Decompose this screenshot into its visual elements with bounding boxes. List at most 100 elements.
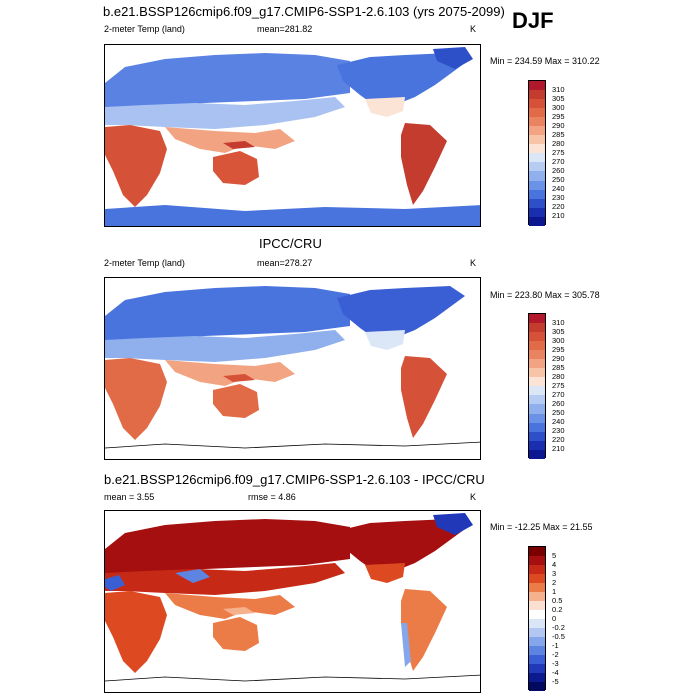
panel1-north-america bbox=[337, 53, 465, 107]
panel1-colorbar-tick: 290 bbox=[552, 120, 565, 130]
figure-title: b.e21.BSSP126cmip6.f09_g17.CMIP6-SSP1-2.… bbox=[103, 4, 505, 19]
panel2-colorbar-seg bbox=[529, 350, 545, 360]
panel1-colorbar-seg bbox=[529, 90, 545, 100]
panel2-colorbar-seg bbox=[529, 395, 545, 405]
panel1-map bbox=[104, 44, 481, 227]
panel2-indonesia bbox=[223, 374, 255, 382]
panel1-unit: K bbox=[470, 24, 477, 34]
panel3-colorbar-tick: -0.2 bbox=[552, 622, 565, 632]
panel2-colorbar-tick: 230 bbox=[552, 426, 565, 436]
panel1-eurasia-north bbox=[105, 53, 350, 111]
panel2-colorbar-tick: 240 bbox=[552, 417, 565, 427]
panel3-colorbar-tick: 3 bbox=[552, 568, 557, 578]
panel2-colorbar-tick: 250 bbox=[552, 408, 565, 418]
panel3-usa-south bbox=[365, 563, 405, 583]
panel1-south-america bbox=[401, 123, 447, 205]
panel1-map-svg bbox=[105, 47, 480, 226]
panel1-colorbar-tick: 295 bbox=[552, 111, 565, 121]
panel2-australia bbox=[213, 384, 259, 418]
panel2-usa-south bbox=[365, 330, 405, 350]
panel1-colorbar-tick: 260 bbox=[552, 166, 565, 176]
panel2-colorbar-tick: 275 bbox=[552, 381, 565, 390]
panel2-colorbar-tick: 290 bbox=[552, 353, 565, 363]
panel1-colorbar-seg bbox=[529, 198, 545, 208]
panel3-colorbar-seg bbox=[529, 619, 545, 628]
panel1-colorbar-tick: 270 bbox=[552, 157, 565, 166]
panel1-colorbar-tick: 220 bbox=[552, 202, 565, 212]
panel1-colorbar-tick: 240 bbox=[552, 184, 565, 194]
panel1-colorbar-tick: 210 bbox=[552, 211, 565, 221]
panel2-colorbar-tick: 210 bbox=[552, 444, 565, 454]
panel3-eurasia-north bbox=[105, 519, 350, 577]
panel3-colorbar-seg bbox=[529, 637, 545, 646]
panel2-colorbar-seg bbox=[529, 440, 545, 450]
panel1-colorbar-tick: 230 bbox=[552, 193, 565, 203]
panel2-colorbar-seg bbox=[529, 449, 545, 459]
panel3-colorbar-seg bbox=[529, 682, 545, 691]
panel1-colorbar-seg bbox=[529, 81, 545, 91]
panel2-colorbar-tick: 305 bbox=[552, 326, 565, 336]
panel3-colorbar-tick: -4 bbox=[552, 667, 559, 677]
panel1-colorbar-seg bbox=[529, 135, 545, 145]
panel1-asia-south bbox=[165, 127, 295, 153]
panel3-colorbar-tick: 5 bbox=[552, 550, 557, 560]
panel3-colorbar-seg bbox=[529, 655, 545, 664]
panel3-map bbox=[104, 510, 481, 693]
panel3-rmse-label: rmse = 4.86 bbox=[248, 492, 296, 502]
panel3-andes-cool bbox=[401, 623, 411, 667]
panel1-colorbar-tick: 275 bbox=[552, 148, 565, 157]
panel2-min-max: Min = 223.80 Max = 305.78 bbox=[490, 290, 600, 300]
panel1-colorbar-seg bbox=[529, 117, 545, 127]
panel1-colorbar-seg bbox=[529, 126, 545, 136]
panel3-colorbar-tick: 0.2 bbox=[552, 604, 563, 614]
panel2-colorbar-seg bbox=[529, 368, 545, 378]
panel2-colorbar-seg bbox=[529, 386, 545, 396]
panel2-colorbar-tick: 285 bbox=[552, 362, 565, 372]
panel2-mean-label: mean=278.27 bbox=[257, 258, 313, 268]
panel3-colorbar-tick: 0 bbox=[552, 613, 557, 623]
panel2-map bbox=[104, 277, 481, 460]
panel2-colorbar-tick: 300 bbox=[552, 335, 565, 345]
panel1-colorbar-tick: 310 bbox=[552, 84, 565, 94]
panel3-title: b.e21.BSSP126cmip6.f09_g17.CMIP6-SSP1-2.… bbox=[104, 472, 485, 487]
panel3-colorbar-seg bbox=[529, 556, 545, 565]
panel3-antarctica-outline bbox=[105, 674, 480, 682]
panel3-colorbar-seg bbox=[529, 646, 545, 655]
panel3-colorbar-tick: 1 bbox=[552, 586, 557, 596]
panel2-colorbar-seg bbox=[529, 341, 545, 351]
panel3-west-cool bbox=[105, 575, 125, 591]
panel3-unit: K bbox=[470, 492, 477, 502]
panel2-colorbar-tick: 295 bbox=[552, 344, 565, 354]
panel3-map-svg bbox=[105, 513, 480, 682]
panel1-indonesia bbox=[223, 141, 255, 149]
panel3-colorbar-seg bbox=[529, 565, 545, 574]
panel1-colorbar-tick: 285 bbox=[552, 129, 565, 139]
panel3-tibet-cool bbox=[175, 569, 210, 583]
panel3-colorbar-seg bbox=[529, 673, 545, 682]
panel1-colorbar-tick: 280 bbox=[552, 138, 565, 148]
panel1-colorbar-seg bbox=[529, 99, 545, 109]
panel2-colorbar-seg bbox=[529, 377, 545, 387]
panel2-colorbar-seg bbox=[529, 413, 545, 423]
panel2-eurasia-north bbox=[105, 286, 350, 344]
panel2-south-america bbox=[401, 356, 447, 438]
panel2-title: IPCC/CRU bbox=[259, 236, 322, 251]
panel2-colorbar-tick: 270 bbox=[552, 390, 565, 399]
panel2-map-svg bbox=[105, 286, 480, 449]
panel3-colorbar-seg bbox=[529, 547, 545, 556]
panel1-colorbar-seg bbox=[529, 153, 545, 163]
panel1-colorbar-seg bbox=[529, 189, 545, 199]
panel3-south-america bbox=[401, 589, 447, 671]
panel1-australia bbox=[213, 151, 259, 185]
panel2-africa bbox=[105, 358, 167, 440]
panel1-colorbar-seg bbox=[529, 162, 545, 172]
panel1-colorbar-seg bbox=[529, 207, 545, 217]
panel3-colorbar-seg bbox=[529, 610, 545, 619]
panel1-africa bbox=[105, 125, 167, 207]
panel2-colorbar-tick: 220 bbox=[552, 435, 565, 445]
panel1-colorbar-tick: 300 bbox=[552, 102, 565, 112]
panel3-africa bbox=[105, 591, 167, 673]
panel2-eurasia-mid bbox=[105, 330, 345, 362]
panel3-colorbar-seg bbox=[529, 664, 545, 673]
panel2-colorbar-seg bbox=[529, 323, 545, 333]
